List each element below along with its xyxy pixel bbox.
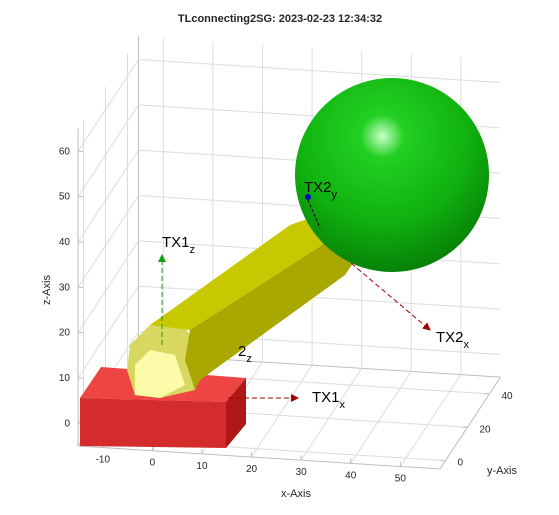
x-axis (77, 445, 441, 470)
grid-line (77, 240, 139, 333)
grid-line (251, 364, 313, 458)
x-axis-label: x-Axis (281, 488, 311, 500)
grid-line (77, 59, 139, 152)
x-tick-label: 0 (150, 458, 156, 469)
grid-line (77, 285, 139, 379)
x-tick-label: -10 (96, 455, 111, 466)
tx2-y-arrow (307, 199, 321, 229)
y-tick-label: 0 (458, 458, 464, 469)
chart-title: TLconnecting2SG: 2023-02-23 12:34:32 (178, 13, 382, 25)
grid-line (300, 368, 363, 461)
y-tick-label: 40 (502, 391, 514, 402)
sphere (295, 78, 489, 272)
joint-cap (135, 350, 185, 398)
x-tick-label: 40 (345, 470, 357, 481)
x-tick-label: 30 (296, 467, 308, 478)
base-front (80, 398, 226, 448)
scene (80, 78, 489, 448)
x-tick-label: 10 (196, 461, 208, 472)
y-tick-label: 20 (480, 424, 492, 435)
z-axis-label: z-Axis (41, 275, 53, 305)
grid-line (138, 285, 501, 310)
grid-line (77, 149, 139, 243)
y-axis (439, 376, 501, 470)
arm-top (150, 218, 330, 330)
annotation: 2z (238, 343, 252, 365)
z-tick-label: 60 (59, 146, 71, 157)
annotation: TX1z (162, 234, 195, 256)
arm-side (185, 240, 355, 390)
x-tick-label: 50 (395, 473, 407, 484)
base-side (226, 378, 246, 448)
z-tick-label: 40 (59, 237, 71, 248)
z-tick-label: 30 (59, 282, 71, 293)
tx2-x-arrow (344, 257, 431, 331)
x-tick-label: 20 (246, 464, 258, 475)
grid-line (350, 371, 412, 464)
grid-line (138, 58, 501, 83)
y-axis-label: y-Axis (487, 465, 517, 477)
tx2-y-head (305, 194, 311, 200)
z-tick-label: 20 (59, 328, 71, 339)
grid-line (77, 195, 139, 288)
z-tick-label: 50 (59, 192, 71, 203)
z-tick-label: 0 (64, 418, 70, 429)
annotation: TX2y (304, 179, 338, 201)
annotation: TX2x (436, 329, 470, 351)
z-tick-label: 10 (59, 373, 71, 384)
grid-line (77, 104, 139, 197)
grid-line (399, 374, 462, 467)
annotation: TX1x (312, 389, 346, 411)
